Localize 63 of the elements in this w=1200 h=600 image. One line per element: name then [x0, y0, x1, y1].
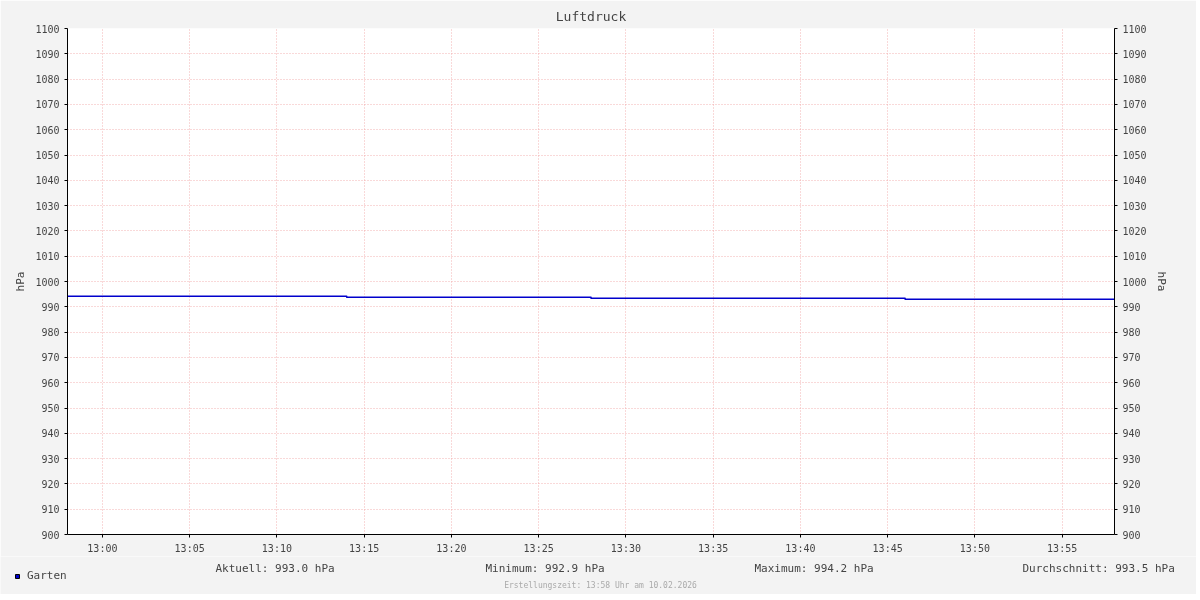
x-tick-label: 13:35 — [698, 542, 729, 554]
y2-tick-label: 960 — [1122, 377, 1141, 389]
y-tick-label: 1080 — [35, 74, 60, 86]
x-tick-label: 13:50 — [959, 542, 990, 554]
y2-tick-label: 1100 — [1122, 23, 1147, 35]
y-tick-label: 1090 — [35, 48, 60, 60]
legend-label: Garten — [27, 569, 67, 582]
y-tick-label: 940 — [41, 428, 60, 440]
y2-tick-label: 1020 — [1122, 225, 1147, 237]
x-tick-label: 13:45 — [872, 542, 903, 554]
x-tick-label: 13:10 — [261, 542, 292, 554]
y2-tick-label: 1080 — [1122, 74, 1147, 86]
y2-tick-label: 910 — [1122, 504, 1141, 516]
x-tick-label: 13:05 — [174, 542, 205, 554]
x-tick-label: 13:55 — [1047, 542, 1078, 554]
y2-tick-label: 980 — [1122, 327, 1141, 339]
text: Durchschnitt: 993.5 hPa — [1022, 562, 1175, 575]
x-tick-label: 13:40 — [785, 542, 816, 554]
y-tick-label: 980 — [41, 327, 60, 339]
y-tick-label: 1070 — [35, 99, 60, 111]
y2-axis-title: hPa — [1154, 271, 1168, 292]
x-tick-label: 13:25 — [523, 542, 554, 554]
y2-tick-label: 1030 — [1122, 200, 1147, 212]
text: Minimum: 992.9 hPa — [485, 562, 605, 575]
y-tick-label: 1060 — [35, 124, 60, 136]
y2-tick-label: 1040 — [1122, 175, 1147, 187]
y2-tick-label: 1060 — [1122, 124, 1147, 136]
y2-tick-label: 1000 — [1122, 276, 1147, 288]
y2-tick-label: 1010 — [1122, 251, 1147, 263]
chart-title: Luftdruck — [555, 8, 627, 24]
y-tick-label: 970 — [41, 352, 60, 364]
y-tick-label: 990 — [41, 301, 60, 313]
y-tick-label: 920 — [41, 478, 60, 490]
y-tick-label: 950 — [41, 403, 60, 414]
text: Erstellungszeit: 13:58 Uhr am 10.02.2026 — [504, 581, 698, 590]
y-tick-label: 1040 — [35, 175, 60, 187]
y-tick-label: 900 — [41, 529, 60, 541]
text: Maximum: 994.2 hPa — [754, 562, 874, 575]
y-tick-label: 1020 — [35, 225, 60, 237]
y2-tick-label: 990 — [1122, 301, 1141, 313]
y-tick-label: 1010 — [35, 251, 60, 263]
y2-tick-label: 1070 — [1122, 99, 1147, 111]
y2-tick-label: 950 — [1122, 403, 1141, 414]
text: Aktuell: 993.0 hPa — [215, 562, 335, 575]
y-tick-label: 1050 — [35, 150, 60, 161]
x-tick-label: 13:30 — [610, 542, 641, 554]
y2-tick-label: 930 — [1122, 453, 1141, 465]
y-tick-label: 930 — [41, 453, 60, 465]
x-tick-label: 13:00 — [87, 542, 118, 554]
y2-tick-label: 1050 — [1122, 150, 1147, 161]
y2-tick-label: 920 — [1122, 478, 1141, 490]
x-tick-label: 13:15 — [349, 542, 380, 554]
y-tick-label: 910 — [41, 504, 60, 516]
y-axis-title: hPa — [14, 271, 28, 292]
y2-tick-label: 900 — [1122, 529, 1141, 541]
y2-tick-label: 1090 — [1122, 48, 1147, 60]
y2-tick-label: 970 — [1122, 352, 1141, 364]
x-tick-label: 13:20 — [436, 542, 467, 554]
y-tick-label: 1000 — [35, 276, 60, 288]
y-tick-label: 1030 — [35, 200, 60, 212]
y-tick-label: 960 — [41, 377, 60, 389]
y2-tick-label: 940 — [1122, 428, 1141, 440]
y-tick-label: 1100 — [35, 23, 60, 35]
